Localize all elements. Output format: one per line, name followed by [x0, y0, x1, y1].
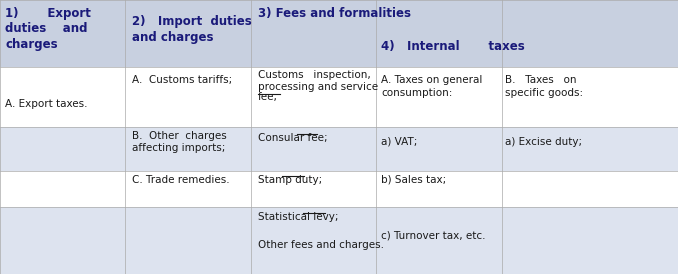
Text: fee;: fee;: [258, 92, 278, 102]
Text: Consular fee;: Consular fee;: [258, 133, 327, 143]
Bar: [0, 171, 678, 207]
Text: B.  Other  charges
affecting imports;: B. Other charges affecting imports;: [132, 131, 227, 153]
Text: A.  Customs tariffs;: A. Customs tariffs;: [132, 75, 233, 85]
Text: a) Excise duty;: a) Excise duty;: [505, 137, 582, 147]
Text: Stamp duty;: Stamp duty;: [258, 175, 322, 185]
Text: a) VAT;: a) VAT;: [381, 137, 418, 147]
Text: 4)   Internal       taxes: 4) Internal taxes: [381, 40, 525, 53]
Bar: [0, 0, 678, 67]
Text: A. Export taxes.: A. Export taxes.: [5, 99, 88, 109]
Text: B.   Taxes   on
specific goods:: B. Taxes on specific goods:: [505, 75, 583, 98]
Text: A. Taxes on general
consumption:: A. Taxes on general consumption:: [381, 75, 483, 98]
Text: 3) Fees and formalities: 3) Fees and formalities: [258, 7, 411, 20]
Text: Other fees and charges.: Other fees and charges.: [258, 240, 384, 250]
Text: C. Trade remedies.: C. Trade remedies.: [132, 175, 230, 185]
Text: 2)   Import  duties
and charges: 2) Import duties and charges: [132, 15, 252, 44]
Text: 1)       Export
duties    and
charges: 1) Export duties and charges: [5, 7, 92, 51]
Text: c) Turnover tax, etc.: c) Turnover tax, etc.: [381, 230, 485, 240]
Bar: [0, 127, 678, 171]
Text: Statistical levy;: Statistical levy;: [258, 212, 338, 221]
Text: b) Sales tax;: b) Sales tax;: [381, 175, 446, 185]
Bar: [0, 67, 678, 127]
Text: Customs   inspection,
processing and service: Customs inspection, processing and servi…: [258, 70, 378, 92]
Bar: [0, 207, 678, 274]
